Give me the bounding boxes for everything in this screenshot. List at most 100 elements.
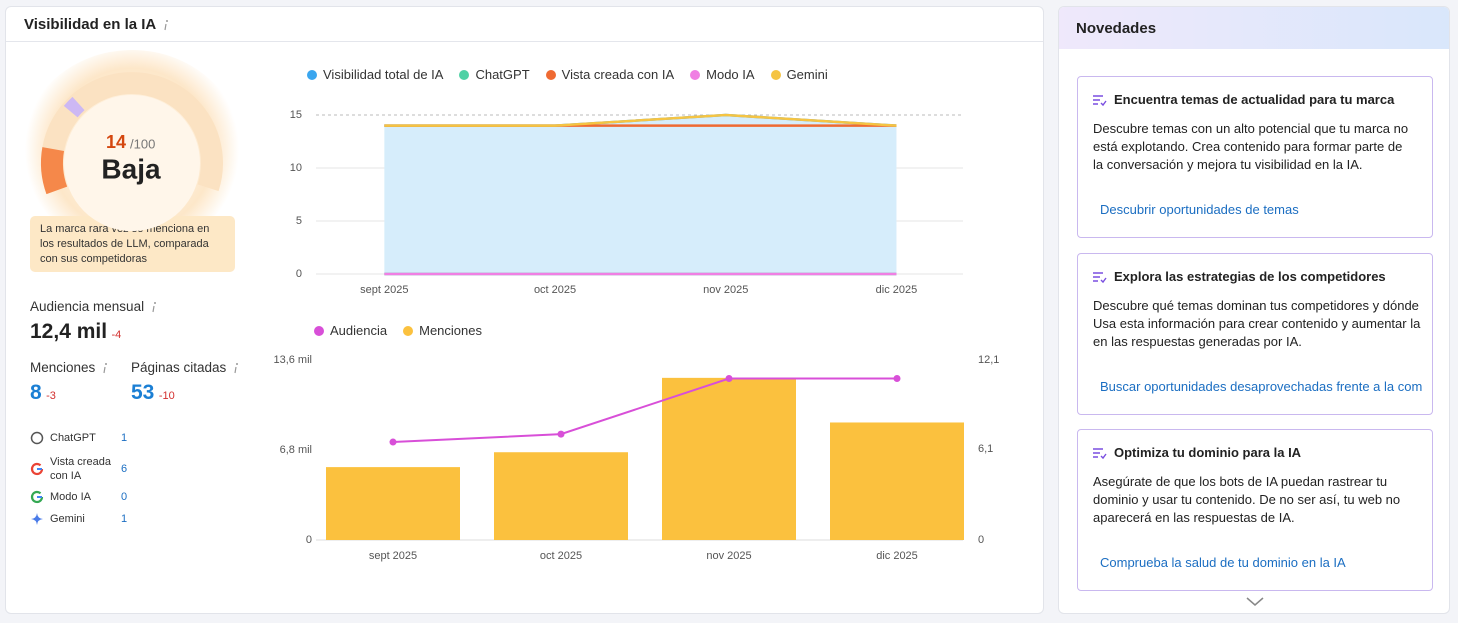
source-icon (30, 431, 44, 445)
legend-label: Modo IA (706, 67, 755, 82)
news-list: Encuentra temas de actualidad para tu ma… (1059, 49, 1449, 591)
card-line: Descubre temas con un alto potencial que… (1093, 121, 1409, 136)
change-text: -10 (158, 390, 175, 402)
info-icon (234, 363, 239, 374)
point (893, 375, 901, 383)
source-row: ChatGPT 1 (30, 431, 127, 445)
scroll-chevron[interactable] (1245, 596, 1265, 608)
source-row: Gemini 1 (30, 512, 127, 526)
legend-item: ChatGPT (459, 67, 530, 82)
card-line: aparecerá en las respuestas de IA. (1093, 510, 1295, 525)
legend-swatch (545, 70, 556, 80)
legend-item: Audiencia (314, 323, 387, 338)
value-text: 8 (30, 381, 42, 404)
label-text: Audiencia mensual (30, 299, 145, 314)
y-tick-label: 10 (290, 162, 302, 174)
y-tick-label: 15 (290, 109, 302, 121)
card-title: Explora las estrategias de los competido… (1114, 268, 1386, 284)
point (725, 375, 733, 383)
y-tick-label: 0 (306, 534, 312, 546)
card-line: está explotando. Crea contenido para for… (1093, 139, 1403, 154)
card-title: Encuentra temas de actualidad para tu ma… (1114, 92, 1395, 107)
source-name: Gemini (50, 513, 85, 525)
bar (494, 452, 628, 540)
y2-tick-label: 0 (978, 534, 984, 546)
source-count: 1 (121, 432, 128, 444)
card-body: Asegúrate de que los bots de IA puedan r… (1093, 473, 1400, 527)
news-header (1059, 7, 1449, 49)
change-text: -4 (111, 329, 122, 341)
score-level: Baja (101, 153, 161, 184)
card-link[interactable]: Descubrir oportunidades de temas (1100, 202, 1299, 217)
legend-item: Gemini (770, 67, 828, 82)
change-text: -3 (46, 390, 56, 402)
legend: Visibilidad total de IA ChatGPT Vista crea… (307, 67, 828, 82)
metric-value: 12,4 mil -4 (30, 320, 121, 344)
legend-item: Menciones (403, 323, 482, 338)
line (384, 113, 897, 127)
card-link[interactable]: Comprueba la salud de tu dominio en la I… (1100, 555, 1346, 570)
legend-label: Gemini (786, 67, 828, 82)
label-text: Menciones (30, 360, 96, 375)
x-tick-label: dic 2025 (876, 550, 918, 562)
x-tick-label: sept 2025 (369, 550, 417, 562)
metric-label: Menciones (30, 360, 109, 375)
source-icon (30, 462, 44, 476)
card-icon (1093, 95, 1107, 107)
card-link[interactable]: Buscar oportunidades desaprovechadas fre… (1100, 378, 1423, 394)
source-icon (30, 490, 44, 504)
x-tick-label: nov 2025 (706, 550, 751, 562)
metric-value: 53 -10 (131, 381, 175, 405)
label-text: Páginas citadas (131, 360, 227, 375)
x-tick-label: oct 2025 (534, 284, 576, 296)
metric-label: Páginas citadas (131, 360, 240, 375)
info-icon (164, 20, 169, 31)
y2-tick-label: 6,1 (978, 443, 993, 455)
news-card: Encuentra temas de actualidad para tu ma… (1077, 76, 1433, 238)
bar (662, 377, 796, 540)
y-tick-label: 13,6 mil (273, 354, 312, 366)
gauge-segment (40, 147, 68, 195)
line (392, 377, 897, 444)
metric-label: Audiencia mensual (30, 299, 158, 314)
card-icon (1093, 271, 1107, 283)
gauge-segment (63, 96, 85, 118)
source-count: 0 (121, 491, 128, 503)
legend-label: Visibilidad total de IA (323, 67, 444, 82)
legend-item: Visibilidad total de IA (307, 67, 443, 82)
news-panel: Novedades Encuentra temas de actualidad … (1058, 6, 1450, 614)
source-row: Modo IA 0 (30, 490, 127, 504)
source-name: Modo IA (50, 491, 91, 503)
card-body: Descubre qué temas dominan tus competido… (1093, 297, 1420, 351)
source-count: 1 (121, 513, 128, 525)
x-tick-label: sept 2025 (360, 284, 408, 296)
news-card: Optimiza tu dominio para la IA Asegúrate … (1077, 429, 1433, 591)
y2-tick-label: 12,1 (978, 354, 999, 366)
source-icon (31, 513, 43, 525)
source-row: Vista creada con IA 6 (30, 455, 127, 483)
card-line: Asegúrate de que los bots de IA puedan r… (1093, 474, 1388, 489)
news-card: Explora las estrategias de los competido… (1077, 252, 1433, 415)
legend-label: Audiencia (330, 323, 388, 338)
point (389, 438, 397, 446)
bar (830, 422, 964, 540)
legend-item: Vista creada con IA (545, 67, 674, 82)
card-icon (1093, 448, 1107, 460)
card-line: Usa esta información para crear contenid… (1093, 315, 1421, 331)
card-title: Visibilidad en la IA (24, 16, 170, 33)
source-name: Vista creada con IA (50, 456, 111, 482)
card-line: en las respuestas generadas por IA. (1093, 333, 1302, 349)
metric-value: 8 -3 (30, 381, 56, 405)
score-max: /100 (130, 136, 155, 151)
source-count: 6 (121, 463, 128, 475)
gauge-track (41, 72, 223, 195)
news-title: Novedades (1076, 20, 1157, 37)
legend-label: Menciones (419, 323, 482, 338)
legend-swatch (690, 70, 701, 80)
card-body: Descubre temas con un alto potencial que… (1093, 120, 1408, 174)
bar (326, 467, 460, 540)
legend-item: Modo IA (690, 67, 755, 82)
y-tick-label: 6,8 mil (280, 444, 312, 456)
